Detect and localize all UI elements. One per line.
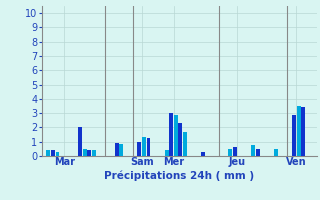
Bar bbox=[119, 144, 123, 156]
Bar bbox=[201, 152, 205, 156]
Bar bbox=[233, 147, 237, 156]
Bar bbox=[301, 107, 305, 156]
Bar bbox=[78, 127, 82, 156]
Bar bbox=[51, 150, 55, 156]
Bar bbox=[297, 106, 300, 156]
Bar bbox=[92, 150, 96, 156]
Bar bbox=[56, 152, 60, 156]
Bar bbox=[292, 115, 296, 156]
X-axis label: Précipitations 24h ( mm ): Précipitations 24h ( mm ) bbox=[104, 170, 254, 181]
Bar bbox=[256, 149, 260, 156]
Bar bbox=[174, 115, 178, 156]
Bar bbox=[179, 123, 182, 156]
Bar bbox=[169, 113, 173, 156]
Bar bbox=[115, 143, 119, 156]
Bar bbox=[165, 150, 169, 156]
Bar bbox=[142, 137, 146, 156]
Bar bbox=[83, 149, 87, 156]
Bar bbox=[251, 145, 255, 156]
Bar bbox=[46, 150, 50, 156]
Bar bbox=[87, 150, 91, 156]
Bar bbox=[183, 132, 187, 156]
Bar bbox=[138, 142, 141, 156]
Bar bbox=[228, 149, 232, 156]
Bar bbox=[274, 149, 278, 156]
Bar bbox=[147, 138, 150, 156]
